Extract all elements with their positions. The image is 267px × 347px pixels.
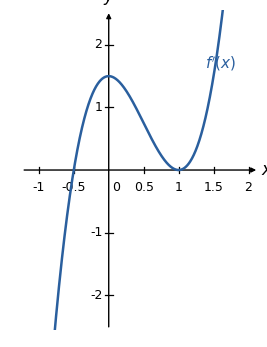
Text: 2: 2 <box>245 181 252 194</box>
Text: 1.5: 1.5 <box>204 181 223 194</box>
Text: -0.5: -0.5 <box>61 181 86 194</box>
Text: -1: -1 <box>90 226 103 239</box>
Text: 0: 0 <box>112 181 120 194</box>
Text: y: y <box>104 0 114 6</box>
Text: $f'(x)$: $f'(x)$ <box>205 54 237 73</box>
Text: 0.5: 0.5 <box>134 181 154 194</box>
Text: 2: 2 <box>95 38 103 51</box>
Text: x: x <box>261 161 267 179</box>
Text: 1: 1 <box>95 101 103 114</box>
Text: 1: 1 <box>175 181 183 194</box>
Text: -2: -2 <box>90 289 103 302</box>
Text: -1: -1 <box>33 181 45 194</box>
